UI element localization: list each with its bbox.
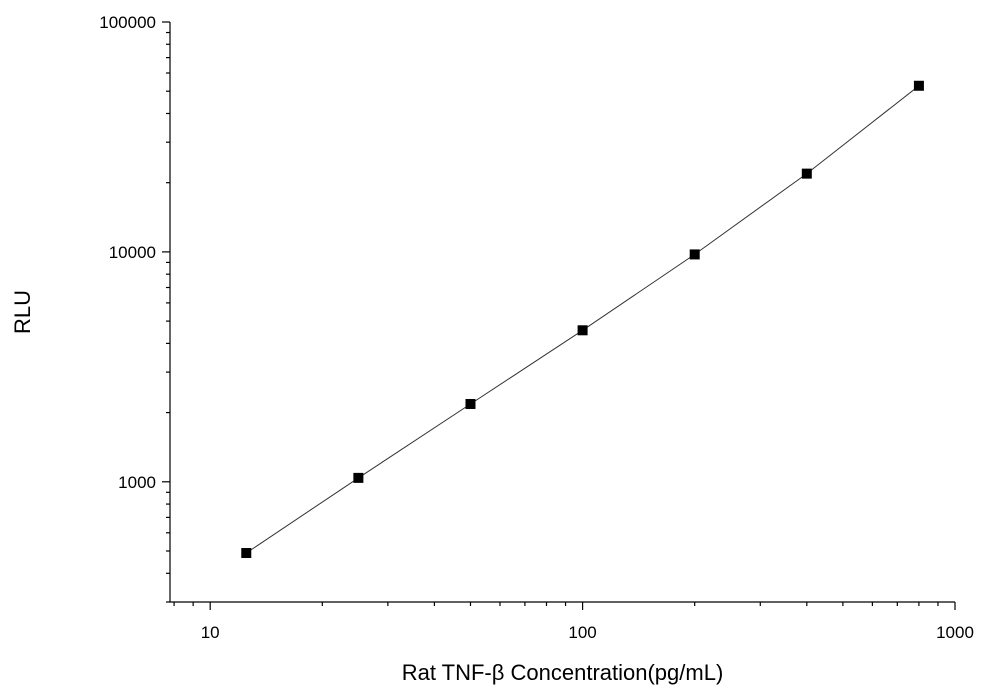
data-point xyxy=(241,548,252,559)
x-axis-title: Rat TNF-β Concentration(pg/mL) xyxy=(402,660,724,685)
y-tick-label: 1000 xyxy=(118,473,156,492)
data-point xyxy=(801,168,812,179)
y-axis-title: RLU xyxy=(10,290,35,334)
data-point xyxy=(913,80,924,91)
y-tick-label: 10000 xyxy=(109,243,156,262)
data-point xyxy=(689,249,700,260)
x-tick-label: 1000 xyxy=(936,623,974,642)
ticks: 10 100 1000 1000 10000 100000 xyxy=(99,13,974,642)
x-tick-label: 10 xyxy=(201,623,220,642)
fit-curve xyxy=(246,85,920,554)
plot-area xyxy=(241,80,924,559)
data-point xyxy=(353,472,364,483)
y-tick-label: 100000 xyxy=(99,13,156,32)
data-point xyxy=(465,398,476,409)
x-tick-label: 100 xyxy=(568,623,596,642)
data-point xyxy=(577,325,588,336)
axes xyxy=(169,22,955,603)
